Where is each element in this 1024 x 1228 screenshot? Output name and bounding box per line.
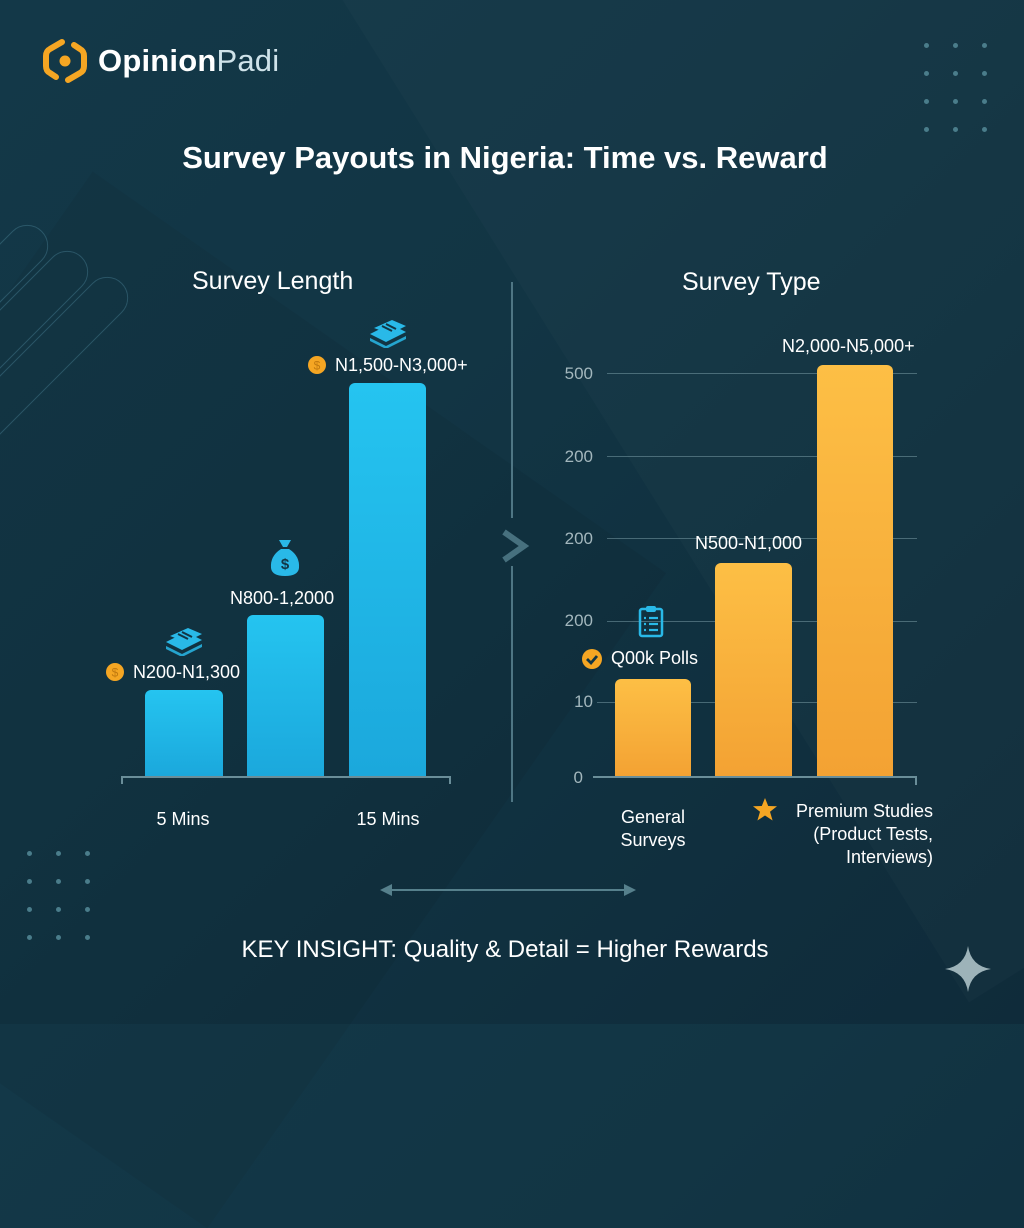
y-tick-label: 10 — [574, 692, 593, 711]
sparkle-icon — [945, 946, 991, 992]
brand-name-light: Padi — [216, 43, 280, 78]
clipboard-list-icon — [638, 606, 664, 638]
left-axis-tick — [121, 776, 123, 784]
bar-value-label: Q00k Polls — [611, 648, 699, 668]
y-tick-label: 200 — [564, 611, 593, 630]
cash-stack-icon — [370, 320, 406, 348]
right-x-axis — [593, 776, 917, 778]
right-axis-tick — [915, 776, 917, 785]
bar-premium-studies — [817, 365, 893, 777]
opinionpadi-logo-icon — [43, 39, 87, 83]
y-tick-label: 0 — [573, 768, 583, 787]
y-tick-label: 500 — [564, 364, 593, 383]
bar-value-label: N500-N1,000 — [695, 533, 803, 553]
bar-value-label: N2,000-N5,000+ — [782, 336, 915, 356]
left-axis-tick — [449, 776, 451, 784]
panel-divider — [511, 282, 513, 518]
chevron-right-icon — [502, 529, 530, 563]
left-x-axis — [121, 776, 451, 778]
panel-divider — [511, 566, 513, 802]
bar-15-mins — [349, 383, 426, 776]
bar-5-mins — [145, 690, 223, 776]
check-circle-icon — [582, 649, 602, 669]
cash-stack-icon — [166, 628, 202, 656]
gridline — [607, 538, 917, 539]
bar-value-label: N1,500-N3,000+ — [335, 355, 468, 375]
coin-icon: $ — [106, 663, 124, 681]
decorative-dot-grid — [924, 43, 988, 132]
svg-text:$: $ — [112, 666, 119, 680]
svg-text:$: $ — [281, 556, 290, 573]
brand-name-bold: Opinion — [98, 43, 217, 78]
svg-text:$: $ — [314, 359, 321, 373]
decorative-dot-grid — [27, 851, 91, 940]
x-axis-label: 5 Mins — [156, 809, 210, 829]
left-chart-title: Survey Length — [192, 267, 354, 295]
key-insight: KEY INSIGHT: Quality & Detail = Higher R… — [241, 936, 769, 963]
x-axis-label: 15 Mins — [356, 809, 420, 829]
bar-value-label: N800-1,2000 — [230, 588, 335, 608]
page-title: Survey Payouts in Nigeria: Time vs. Rewa… — [182, 140, 828, 175]
star-icon — [753, 798, 777, 821]
bar-10-mins — [247, 615, 324, 776]
brand-logo: OpinionPadi — [42, 38, 279, 84]
brand-name: OpinionPadi — [98, 43, 279, 79]
bar-quick-polls — [615, 679, 691, 777]
bar-value-label: N200-N1,300 — [133, 662, 241, 682]
money-bag-icon: $ — [270, 540, 300, 576]
x-axis-label: General Surveys — [620, 807, 686, 850]
bar-mid-tier — [715, 563, 792, 777]
gridline — [607, 373, 917, 374]
x-axis-label: Premium Studies (Product Tests, Intervie… — [795, 801, 933, 867]
y-tick-label: 200 — [564, 529, 593, 548]
right-chart-title: Survey Type — [682, 268, 821, 296]
coin-icon: $ — [308, 356, 326, 374]
y-tick-label: 200 — [564, 447, 593, 466]
double-arrow-icon — [380, 884, 636, 896]
gridline — [607, 456, 917, 457]
